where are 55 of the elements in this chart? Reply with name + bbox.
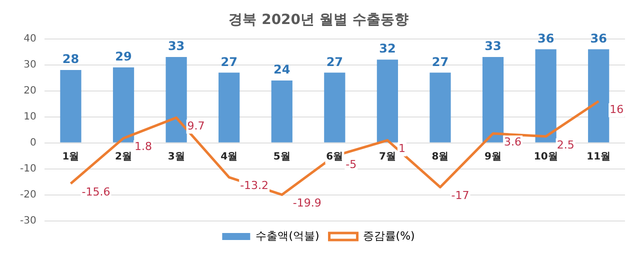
data-label: 27 (326, 54, 344, 69)
data-label: -5 (346, 158, 357, 171)
data-label: -13.2 (240, 179, 269, 192)
x-tick-label: 11월 (586, 152, 611, 163)
y-tick-label: 40 (24, 33, 36, 44)
data-label: 24 (274, 62, 290, 77)
data-label: 16 (610, 103, 624, 116)
bar (376, 60, 398, 142)
bar (482, 57, 504, 142)
data-label: 33 (168, 39, 185, 54)
y-tick-label: -20 (20, 190, 36, 201)
data-label: 27 (432, 54, 449, 69)
bar (430, 72, 451, 142)
bar (112, 67, 134, 142)
data-label: 9.7 (187, 120, 205, 133)
x-tick-label: 7월 (378, 152, 396, 163)
y-tick-label: 20 (24, 85, 36, 96)
x-tick-label: 3월 (168, 152, 185, 163)
bar (324, 72, 346, 142)
data-label: 33 (484, 39, 502, 54)
data-label: 36 (537, 31, 554, 46)
data-label: -15.6 (82, 185, 110, 198)
chart-title: 경북 2020년 월별 수출동향 (228, 12, 408, 28)
bar (588, 49, 610, 142)
y-tick-label: -10 (20, 164, 36, 175)
x-tick-label: 6월 (326, 152, 344, 163)
data-label: 1.8 (134, 140, 152, 154)
data-label: 29 (115, 50, 132, 64)
data-label: 1 (398, 142, 406, 156)
data-label: 3.6 (504, 135, 522, 148)
bar (60, 70, 82, 142)
data-label: 32 (379, 42, 396, 56)
x-tick-label: 4월 (220, 152, 238, 163)
y-tick-label: -30 (20, 216, 36, 227)
bar (166, 57, 187, 142)
x-tick-label: 5월 (273, 152, 290, 163)
data-label: 36 (590, 31, 607, 46)
x-tick-label: 1월 (62, 152, 80, 163)
x-tick-label: 9월 (484, 152, 502, 163)
data-label: 28 (62, 52, 80, 66)
legend-label: 수출액(억불) (256, 229, 320, 242)
data-label: 27 (220, 54, 238, 69)
data-label: -19.9 (292, 196, 322, 210)
y-tick-label: 10 (24, 111, 36, 122)
data-label: 2.5 (556, 138, 574, 152)
bar (271, 80, 292, 142)
data-label: -17 (451, 189, 470, 202)
bar (535, 49, 556, 142)
bar (218, 72, 240, 142)
x-tick-label: 8월 (432, 152, 449, 163)
x-tick-label: 10월 (534, 152, 558, 163)
legend-label: 증감률(%) (362, 229, 415, 242)
y-tick-label: 0 (30, 138, 36, 149)
y-tick-label: 30 (24, 59, 36, 70)
x-tick-label: 2월 (115, 152, 132, 163)
